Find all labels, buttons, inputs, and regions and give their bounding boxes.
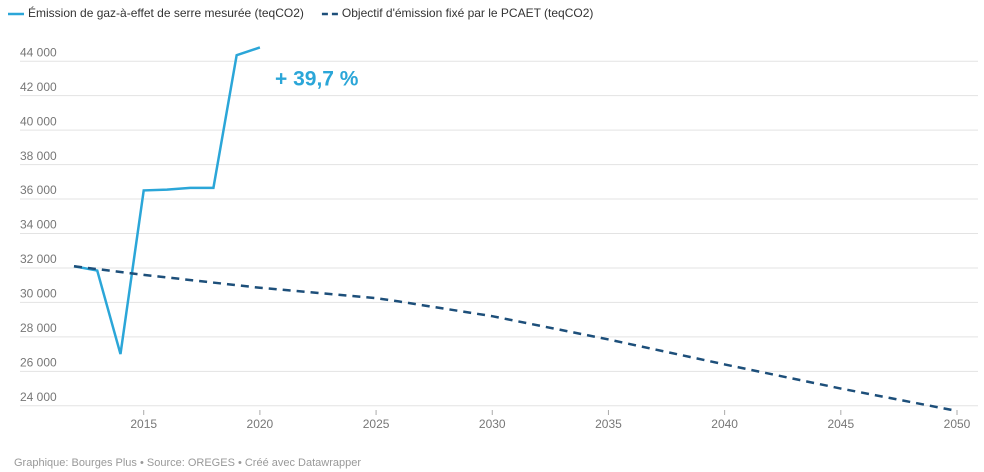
y-tick-label: 34 000: [20, 218, 57, 232]
y-tick-label: 32 000: [20, 252, 57, 266]
x-tick-label: 2015: [130, 417, 157, 431]
y-tick-label: 28 000: [20, 321, 57, 335]
y-tick-label: 44 000: [20, 45, 57, 59]
y-tick-label: 26 000: [20, 355, 57, 369]
annotation: + 39,7 %: [275, 68, 359, 91]
y-tick-label: 40 000: [20, 114, 57, 128]
series-line: [73, 264, 958, 413]
y-tick-label: 42 000: [20, 80, 57, 94]
legend-label: Objectif d'émission fixé par le PCAET (t…: [342, 6, 594, 20]
legend-label: Émission de gaz-à-effet de serre mesurée…: [28, 5, 304, 20]
legend: Émission de gaz-à-effet de serre mesurée…: [8, 5, 593, 20]
x-tick-label: 2020: [247, 417, 274, 431]
x-tick-label: 2030: [479, 417, 506, 431]
y-tick-label: 30 000: [20, 287, 57, 301]
x-tick-label: 2025: [363, 417, 390, 431]
x-tick-label: 2035: [595, 417, 622, 431]
y-tick-label: 38 000: [20, 149, 57, 163]
x-tick-label: 2050: [944, 417, 971, 431]
x-tick-label: 2045: [827, 417, 854, 431]
y-tick-label: 24 000: [20, 390, 57, 404]
series-line: [73, 46, 261, 355]
y-tick-label: 36 000: [20, 183, 57, 197]
x-tick-label: 2040: [711, 417, 738, 431]
footer: Graphique: Bourges Plus • Source: OREGES…: [14, 457, 361, 469]
